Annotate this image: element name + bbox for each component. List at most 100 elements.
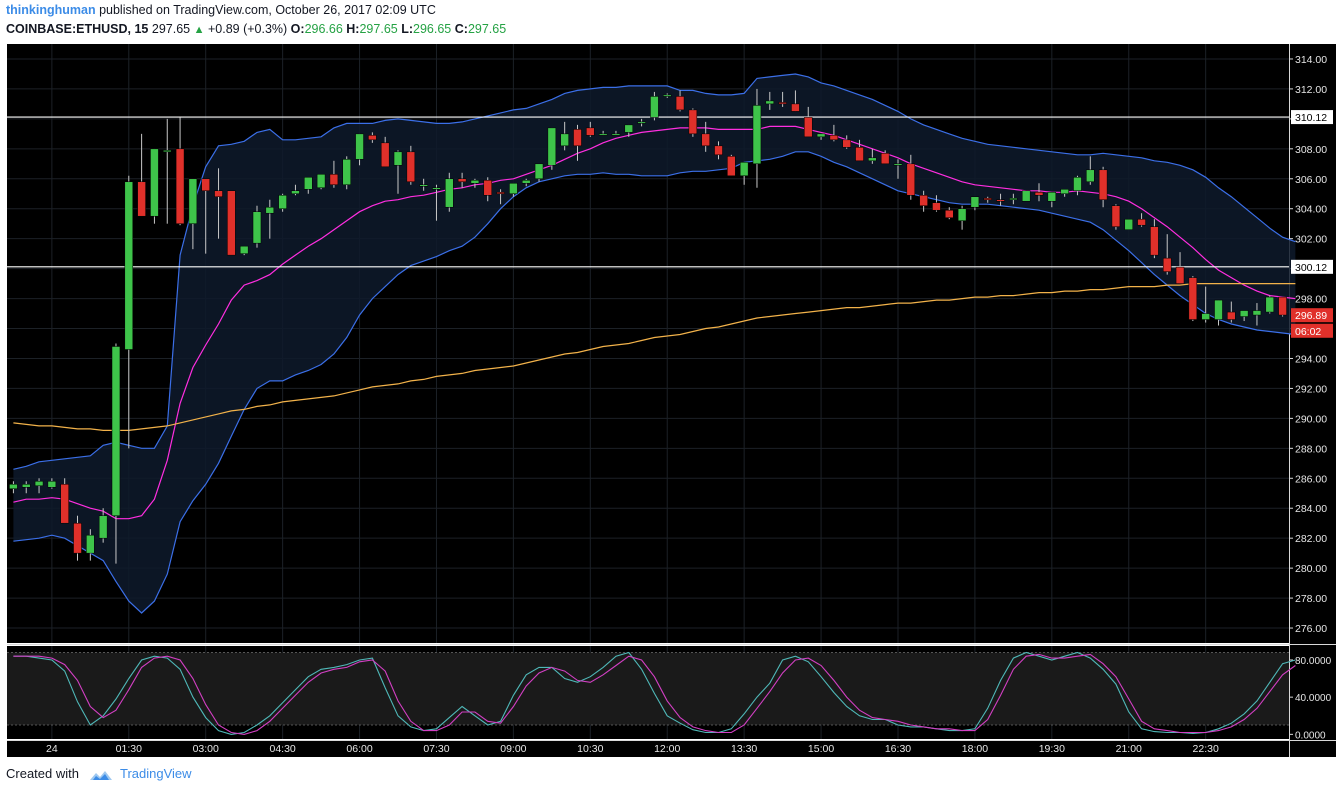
bollinger-basis-line [13,125,1296,520]
candle-bear [778,102,787,105]
candle-bull [534,163,544,180]
price-tick-label: 298.00 [1295,294,1327,306]
price-tick-label: 304.00 [1295,204,1327,216]
oscillator-k-line [13,651,1296,735]
bollinger-lower-line [13,151,1296,614]
candle-bull [752,105,762,165]
time-tick-label: 01:30 [116,743,142,755]
price-tick-label: 302.00 [1295,234,1327,246]
price-tick-label: 280.00 [1295,563,1327,575]
candle-bull [624,124,633,133]
candle-bear [727,156,736,177]
price-tick-label: 308.00 [1295,144,1327,156]
open-value: 296.66 [304,22,343,36]
candle-bear [996,199,1005,202]
time-tick-label: 06:00 [346,743,372,755]
price-tick-label: 294.00 [1295,353,1327,365]
candle-bull [316,174,326,189]
price-tick-label: 312.00 [1295,84,1327,96]
price-tick-label: 306.00 [1295,174,1327,186]
time-tick-label: 18:00 [962,743,988,755]
candle-bull [637,121,646,124]
candle-bull [1214,299,1223,320]
candle-bear [701,133,710,147]
publish-line: thinkinghuman published on TradingView.c… [6,3,436,17]
time-tick-label: 19:30 [1039,743,1065,755]
time-tick-label: 09:00 [500,743,526,755]
candle-bear [791,103,800,112]
time-tick-label: 12:00 [654,743,680,755]
candle-bear [201,178,210,192]
time-tick-label: 13:30 [731,743,757,755]
level-label: 310.12 [1295,112,1327,124]
candle-bear [380,142,390,168]
candle-bull [650,96,659,118]
candle-bear [586,127,595,136]
open-label: O: [290,22,305,36]
candle-bull [34,481,44,487]
candle-bull [291,190,300,195]
candle-bull [252,211,262,244]
price-tick-label: 286.00 [1295,473,1327,485]
price-tick-label: 276.00 [1295,623,1327,635]
candle-bear [406,151,416,183]
candle-bull [765,100,775,105]
candle-bull [1021,190,1031,202]
candle-bull [611,133,621,136]
candle-bear [919,194,928,206]
candle-bull [86,534,95,554]
candle-bull [521,180,531,184]
up-arrow-icon: ▲ [193,24,205,36]
created-with-label: Created with [6,766,79,781]
tradingview-brand-link[interactable]: TradingView [120,766,192,781]
footer: Created with TradingView [6,766,192,782]
candle-bull [304,177,313,190]
price-label-box [1291,323,1333,338]
chart-header: thinkinghuman published on TradingView.c… [6,3,1336,41]
candle-bull [22,484,31,488]
candle-bull [470,180,480,184]
candle-bear [137,181,146,217]
level-label-box [1291,259,1333,274]
time-tick-label: 10:30 [577,743,603,755]
candle-bull [1239,310,1249,317]
oscillator-band [7,652,1289,726]
candle-bear [329,174,339,186]
bollinger-upper-line [13,73,1296,470]
moving-average-line [13,283,1296,431]
price-tick-label: 288.00 [1295,443,1327,455]
candle-bear [483,180,492,196]
time-tick-label: 21:00 [1116,743,1142,755]
price-tick-label: 278.00 [1295,593,1327,605]
candle-bull [1201,313,1210,320]
candle-bull [239,245,249,254]
candle-bull [1252,310,1262,316]
candle-bull [893,163,903,166]
candle-bull [1265,296,1274,313]
level-label: 300.12 [1295,262,1327,274]
candle-bear [880,153,890,165]
candle-bear [1098,169,1108,200]
candle-bear [1137,218,1146,226]
candle-bear [675,96,685,111]
price-label: 296.89 [1295,310,1327,322]
candle-bull [393,151,403,166]
quote-line: COINBASE:ETHUSD, 15 297.65 ▲ +0.89 (+0.3… [6,22,506,36]
high-value: 297.65 [359,22,398,36]
candle-bear [1150,226,1159,256]
low-value: 296.65 [413,22,452,36]
candle-bull [509,183,518,195]
author-link[interactable]: thinkinghuman [6,3,96,17]
candle-bull [432,187,441,190]
time-tick-label: 15:00 [808,743,834,755]
candle-bear [1162,257,1172,272]
time-tick-label: 22:30 [1193,743,1219,755]
price-axis [1289,44,1336,757]
candle-bull [560,133,569,147]
time-tick-label: 16:30 [885,743,911,755]
candle-bull [188,178,198,224]
candle-bull [816,133,826,138]
candle-bull [598,133,608,136]
oscillator-tick-label: 80.0000 [1295,656,1332,667]
